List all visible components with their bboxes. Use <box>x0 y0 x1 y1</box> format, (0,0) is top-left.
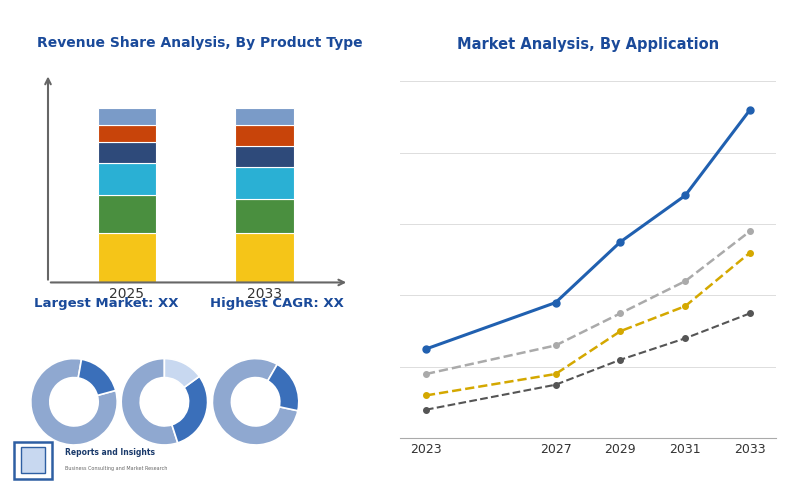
Bar <box>235 108 294 125</box>
Bar <box>98 125 156 142</box>
Title: Revenue Share Analysis, By Product Type: Revenue Share Analysis, By Product Type <box>37 37 363 50</box>
Wedge shape <box>122 358 178 445</box>
Bar <box>235 146 294 167</box>
Wedge shape <box>213 358 298 445</box>
Bar <box>235 199 294 233</box>
Bar <box>235 167 294 199</box>
FancyBboxPatch shape <box>21 447 46 473</box>
Bar <box>235 125 294 146</box>
Bar <box>98 195 156 233</box>
Text: Reports and Insights: Reports and Insights <box>65 448 155 457</box>
Text: Highest CAGR: XX: Highest CAGR: XX <box>210 297 343 310</box>
Bar <box>235 233 294 282</box>
Wedge shape <box>172 376 207 443</box>
Wedge shape <box>78 359 116 395</box>
Text: Business Consulting and Market Research: Business Consulting and Market Research <box>65 467 167 471</box>
Bar <box>98 233 156 282</box>
Title: Market Analysis, By Application: Market Analysis, By Application <box>457 37 719 53</box>
FancyBboxPatch shape <box>14 442 53 479</box>
Text: GLOBAL LAB ROBOTICS MARKET SEGMENT ANALYSIS: GLOBAL LAB ROBOTICS MARKET SEGMENT ANALY… <box>14 20 530 38</box>
Bar <box>98 108 156 125</box>
Wedge shape <box>165 358 199 388</box>
Wedge shape <box>31 358 117 445</box>
Bar <box>98 163 156 195</box>
Wedge shape <box>268 364 298 411</box>
Bar <box>98 142 156 163</box>
Text: Largest Market: XX: Largest Market: XX <box>34 297 178 310</box>
